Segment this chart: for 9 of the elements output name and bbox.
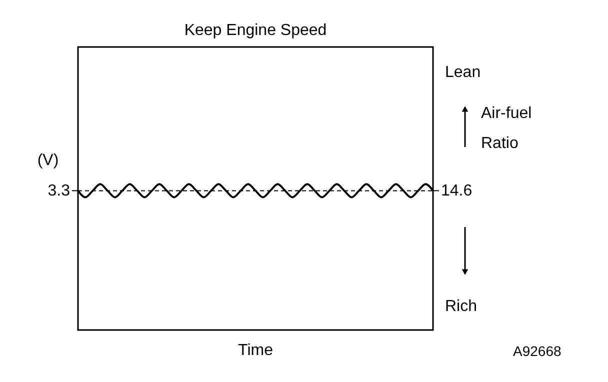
y-axis-title: (V): [37, 152, 59, 169]
chart-title: Keep Engine Speed: [184, 22, 327, 39]
text: 3.3: [48, 182, 70, 200]
text: 14.6: [441, 182, 472, 200]
x-axis-title: Time: [238, 342, 274, 359]
text: Lean: [445, 64, 481, 81]
text: Air-fuel Ratio: [481, 105, 532, 152]
text: A92668: [513, 343, 562, 359]
text: Rich: [445, 298, 478, 315]
